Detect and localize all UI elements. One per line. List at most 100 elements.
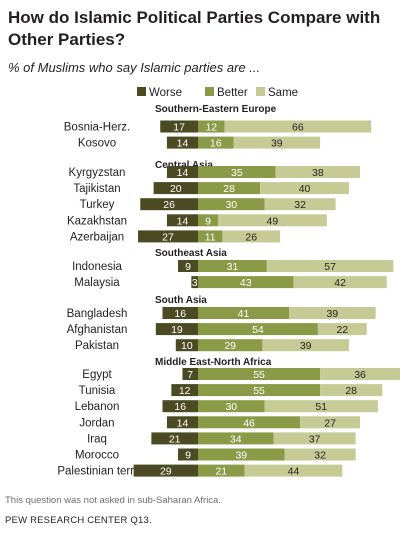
data-label-better: 43 — [240, 277, 252, 289]
bar-better — [198, 416, 301, 429]
data-label-same: 57 — [324, 261, 336, 273]
category-label: Tunisia — [79, 385, 116, 397]
data-label-worse: 9 — [185, 450, 191, 462]
data-label-worse: 3 — [192, 277, 198, 289]
bar-better — [198, 120, 225, 133]
bar-same — [217, 214, 327, 227]
bar-worse — [153, 182, 198, 195]
chart-title: How do Islamic Political Parties Compare… — [8, 8, 381, 49]
category-label: Azerbaijan — [70, 231, 124, 243]
bar-same — [317, 323, 367, 336]
bar-better — [198, 166, 276, 178]
source-line: PEW RESEARCH CENTER Q13. — [5, 515, 152, 526]
data-label-worse: 20 — [170, 183, 182, 195]
data-label-same: 40 — [299, 183, 311, 195]
bar-worse — [162, 400, 198, 413]
data-label-better: 31 — [227, 261, 239, 273]
data-label-same: 22 — [336, 324, 348, 336]
data-label-better: 12 — [205, 122, 217, 134]
bar-better — [198, 400, 265, 413]
bar-better — [198, 260, 267, 272]
bar-better — [198, 307, 290, 319]
legend-swatch-same — [256, 87, 265, 96]
data-label-worse: 14 — [177, 167, 189, 179]
data-label-same: 28 — [345, 385, 357, 397]
category-label: Kazakhstan — [67, 215, 127, 227]
bar-worse — [171, 384, 198, 397]
bar-worse — [155, 323, 198, 336]
data-label-same: 39 — [271, 138, 283, 150]
data-label-same: 39 — [326, 308, 338, 320]
data-label-same: 66 — [292, 122, 304, 134]
bar-worse — [151, 432, 198, 445]
bar-better — [198, 464, 245, 477]
category-label: Indonesia — [72, 261, 122, 273]
data-label-same: 38 — [312, 167, 324, 179]
data-label-worse: 29 — [160, 466, 172, 478]
data-label-better: 29 — [224, 340, 236, 352]
data-label-better: 30 — [225, 199, 237, 211]
bar-better — [198, 323, 318, 336]
category-label: Afghanistan — [67, 324, 128, 336]
bar-same — [320, 368, 401, 380]
data-label-better: 28 — [223, 183, 235, 195]
data-label-worse: 14 — [177, 417, 189, 429]
data-label-worse: 14 — [177, 138, 189, 150]
footnote: This question was not asked in sub-Sahar… — [5, 495, 221, 506]
bar-better — [198, 448, 285, 461]
category-label: Jordan — [79, 417, 114, 429]
bar-worse — [166, 136, 198, 149]
data-label-better: 16 — [210, 138, 222, 150]
data-label-better: 55 — [253, 369, 265, 381]
data-label-same: 27 — [324, 417, 336, 429]
bar-better — [198, 230, 223, 243]
bar-same — [275, 166, 361, 178]
bar-worse — [138, 230, 198, 243]
category-label: Bosnia-Herz. — [64, 122, 130, 134]
data-label-better: 34 — [230, 433, 242, 445]
chart-subtitle: % of Muslims who say Islamic parties are… — [8, 60, 261, 75]
category-label: Egypt — [82, 369, 112, 381]
bar-worse — [133, 464, 198, 477]
bar-same — [224, 120, 372, 133]
bar-same — [264, 400, 378, 413]
legend-label-worse: Worse — [149, 87, 182, 99]
data-label-worse: 27 — [162, 231, 174, 243]
bar-better — [198, 276, 294, 289]
category-label: Morocco — [75, 450, 119, 462]
group-label: Central Asia — [155, 160, 213, 171]
data-label-better: 35 — [231, 167, 243, 179]
data-label-worse: 7 — [187, 369, 193, 381]
bar-same — [262, 339, 349, 352]
bar-worse — [175, 339, 198, 352]
data-label-worse: 19 — [171, 324, 183, 336]
bar-same — [222, 230, 281, 243]
bar-same — [293, 276, 387, 289]
data-label-same: 26 — [245, 231, 257, 243]
category-label: Iraq — [87, 433, 107, 445]
data-label-better: 30 — [225, 401, 237, 413]
data-label-worse: 16 — [174, 308, 186, 320]
bar-same — [266, 260, 394, 272]
category-label: Kosovo — [78, 138, 116, 150]
bar-same — [233, 136, 321, 149]
bar-better — [198, 339, 263, 352]
bar-worse — [160, 120, 198, 133]
data-label-same: 37 — [309, 433, 321, 445]
bar-same — [289, 307, 376, 319]
data-label-same: 42 — [334, 277, 346, 289]
bar-worse — [140, 198, 198, 211]
bar-better — [198, 198, 265, 211]
bar-same — [273, 432, 356, 445]
data-label-same: 32 — [314, 450, 326, 462]
bar-same — [264, 198, 336, 211]
stacked-bar-chart: Worse Better Same Southern-Eastern Europe Bo… — [57, 87, 401, 478]
bar-worse — [166, 214, 198, 227]
bar-worse — [182, 368, 198, 380]
bar-same — [260, 182, 349, 195]
bar-better — [198, 368, 321, 380]
data-label-worse: 17 — [173, 122, 185, 134]
legend-label-better: Better — [217, 87, 248, 99]
data-label-better: 54 — [252, 324, 264, 336]
data-label-better: 9 — [205, 215, 211, 227]
